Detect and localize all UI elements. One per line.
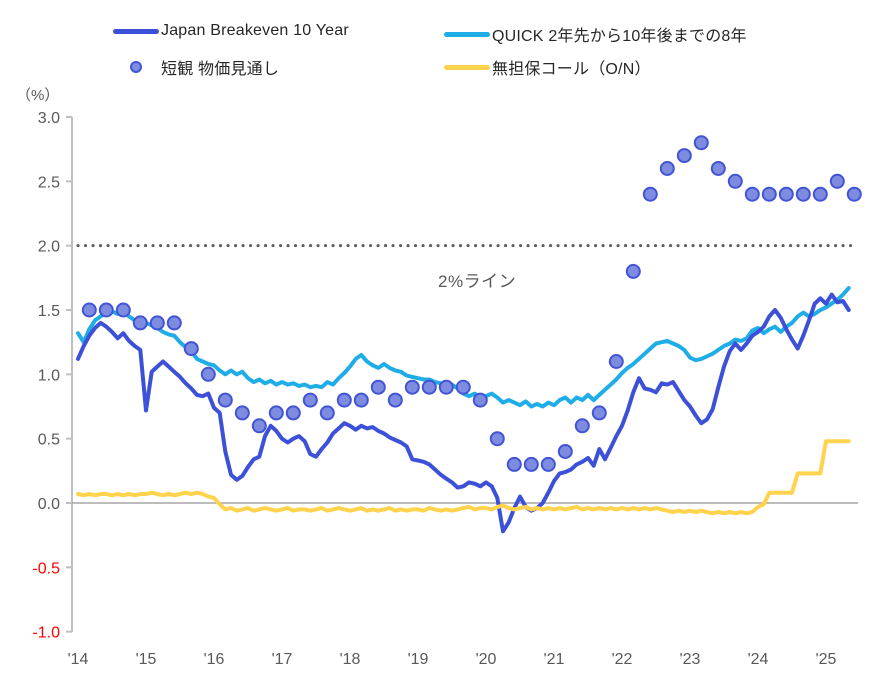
legend-label-call-rate: 無担保コール（O/N） [492,61,651,78]
tankan-dot [761,186,777,202]
legend-item-call-rate: 無担保コール（O/N） [444,55,651,79]
tankan-dot [574,418,590,434]
tankan-dot [98,302,114,318]
legend-item-breakeven: Japan Breakeven 10 Year [113,22,349,40]
tankan-dot [115,302,131,318]
x-tick-label: '17 [272,651,293,668]
legend-label-quick: QUICK 2年先から10年後までの8年 [492,28,747,45]
legend-item-tankan: 短観 物価見通し [113,55,279,79]
y-tick-label: -0.5 [32,560,60,577]
tankan-dot [795,186,811,202]
tankan-dot [744,186,760,202]
tankan-dot [489,431,505,447]
tankan-dot [404,379,420,395]
tankan-dot [846,186,862,202]
tankan-dot [591,405,607,421]
x-tick-label: '18 [340,651,361,668]
two-percent-annotation: 2%ライン [438,272,517,291]
series-bei-line [76,292,851,534]
tankan-dot [455,379,471,395]
legend-label-breakeven: Japan Breakeven 10 Year [161,22,349,39]
tankan-dot [370,379,386,395]
tankan-dot [319,405,335,421]
tankan-dot [829,173,845,189]
y-tick-label: 1.0 [38,367,60,384]
tankan-dot [778,186,794,202]
x-tick-label: '23 [680,651,701,668]
tankan-dot [625,263,641,279]
tankan-dot [217,392,233,408]
tankan-dot [472,392,488,408]
tankan-dot [200,366,216,382]
tankan-dot [540,456,556,472]
x-tick-label: '21 [544,651,565,668]
tankan-dot-swatch-icon [113,61,159,73]
tankan-dot [676,148,692,164]
tankan-dot [132,315,148,331]
tankan-dot [149,315,165,331]
tankan-dot [234,405,250,421]
tankan-dot [302,392,318,408]
x-tick-label: '20 [476,651,497,668]
tankan-dot [693,135,709,151]
tankan-dot [251,418,267,434]
y-tick-label: 1.5 [38,303,60,320]
tankan-dot [387,392,403,408]
quick-line-swatch-icon [444,31,490,37]
y-tick-label: 0.5 [38,432,60,449]
tankan-dot [268,405,284,421]
tankan-dot [353,392,369,408]
breakeven-line-swatch-icon [113,28,159,34]
tankan-dot [608,354,624,369]
x-tick-label: '25 [816,651,837,668]
tankan-dot [506,456,522,472]
tankan-dot [727,173,743,189]
legend-item-quick: QUICK 2年先から10年後までの8年 [444,22,747,46]
tankan-dot [336,392,352,408]
x-tick-label: '14 [68,651,89,668]
tankan-dot [438,379,454,395]
tankan-dot [812,186,828,202]
x-tick-label: '15 [136,651,157,668]
y-tick-label: 2.0 [38,239,60,256]
tankan-dot [523,456,539,472]
legend-label-tankan: 短観 物価見通し [161,61,280,78]
y-tick-label: 2.5 [38,174,60,191]
tankan-dot [642,186,658,202]
y-tick-label: 0.0 [38,496,60,513]
y-tick-label: 3.0 [38,110,60,127]
tankan-dot [421,379,437,395]
tankan-dot [166,315,182,331]
tankan-dot [710,161,726,176]
x-tick-label: '24 [748,651,769,668]
tankan-dot [285,405,301,421]
call-rate-line-swatch-icon [444,64,490,70]
x-tick-label: '22 [612,651,633,668]
tankan-dot [81,302,97,318]
y-axis-unit-label: （%） [16,87,60,104]
tankan-dot [183,341,199,357]
y-tick-label: -1.0 [32,625,60,642]
series-call-line [76,439,851,516]
tankan-dot [557,444,573,459]
x-tick-label: '19 [408,651,429,668]
x-tick-label: '16 [204,651,225,668]
tankan-dot [659,161,675,176]
